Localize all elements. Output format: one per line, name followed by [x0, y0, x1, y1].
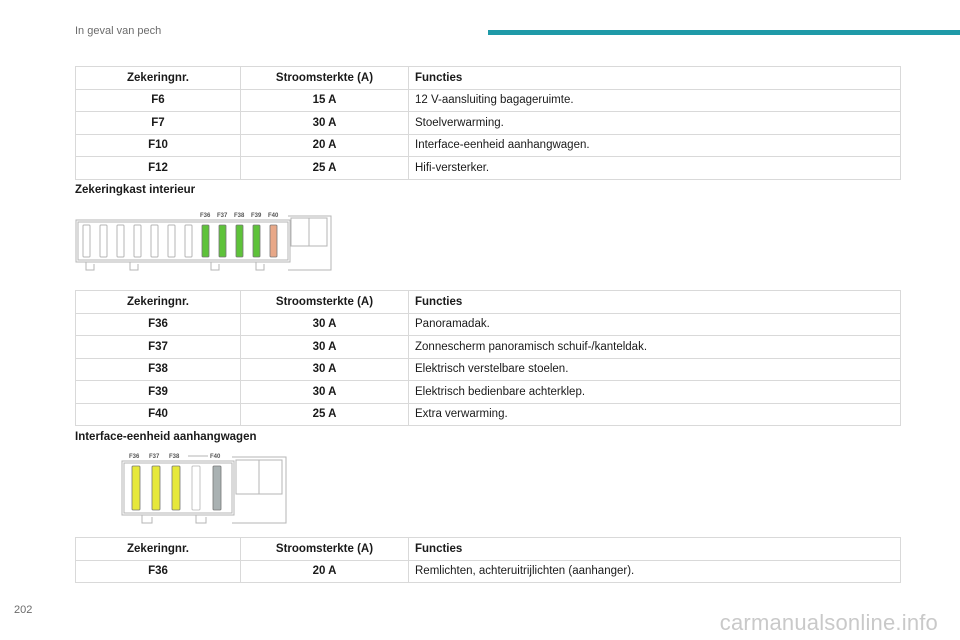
table-row: F7 30 A Stoelverwarming. [75, 111, 901, 135]
fuse-label: F39 [251, 213, 262, 219]
fuse-label: F40 [210, 454, 221, 460]
fuse-label: F38 [169, 454, 180, 460]
fuse-slot-f39 [252, 224, 261, 258]
table-header-row: Zekeringnr. Stroomsterkte (A) Functies [75, 537, 901, 561]
fuse-function: Extra verwarming. [408, 402, 901, 426]
fuse-slot-f38 [235, 224, 244, 258]
column-header-current: Stroomsterkte (A) [240, 290, 409, 314]
fuse-current: 25 A [240, 402, 409, 426]
page-number: 202 [14, 604, 33, 616]
fuse-slot-f40 [212, 465, 222, 511]
fuse-function: Elektrisch verstelbare stoelen. [408, 357, 901, 381]
fuse-table-1: Zekeringnr. Stroomsterkte (A) Functies F… [75, 66, 901, 180]
fuse-current: 15 A [240, 88, 409, 112]
fuse-slot-f40 [269, 224, 278, 258]
table-row: F6 15 A 12 V-aansluiting bagageruimte. [75, 88, 901, 112]
table-row: F40 25 A Extra verwarming. [75, 402, 901, 426]
fuse-slot-f37 [151, 465, 161, 511]
column-header-fuse: Zekeringnr. [75, 537, 241, 561]
fuse-function: 12 V-aansluiting bagageruimte. [408, 88, 901, 112]
table-row: F36 20 A Remlichten, achteruitrijlichten… [75, 559, 901, 583]
fuse-number: F12 [75, 156, 241, 180]
table-row: F38 30 A Elektrisch verstelbare stoelen. [75, 357, 901, 381]
fuse-label: F37 [149, 454, 160, 460]
fuse-current: 20 A [240, 133, 409, 157]
fuse-function: Panoramadak. [408, 312, 901, 336]
watermark-text: carmanualsonline.info [719, 610, 938, 635]
fuse-slot-f38 [171, 465, 181, 511]
fuse-label: F36 [129, 454, 140, 460]
column-header-current: Stroomsterkte (A) [240, 537, 409, 561]
column-header-current: Stroomsterkte (A) [240, 66, 409, 90]
fuse-table-2: Zekeringnr. Stroomsterkte (A) Functies F… [75, 290, 901, 426]
fuse-number: F39 [75, 380, 241, 404]
fuse-table-3: Zekeringnr. Stroomsterkte (A) Functies F… [75, 537, 901, 583]
fuse-label: F37 [217, 213, 228, 219]
column-header-fuse: Zekeringnr. [75, 290, 241, 314]
fuse-number: F10 [75, 133, 241, 157]
table-row: F12 25 A Hifi-versterker. [75, 156, 901, 180]
fuse-label: F40 [268, 213, 279, 219]
table-row: F39 30 A Elektrisch bedienbare achterkle… [75, 380, 901, 404]
fuse-slot-empty [191, 465, 201, 511]
table-header-row: Zekeringnr. Stroomsterkte (A) Functies [75, 290, 901, 314]
fuse-label: F36 [200, 213, 211, 219]
fuse-label: F38 [234, 213, 245, 219]
column-header-functions: Functies [408, 537, 901, 561]
table-row: F10 20 A Interface-eenheid aanhangwagen. [75, 133, 901, 157]
heading-interior-fusebox: Zekeringkast interieur [75, 184, 196, 196]
fuse-current: 20 A [240, 559, 409, 583]
interior-fusebox-diagram: F36 F37 F38 F39 F40 [75, 213, 332, 271]
fuse-current: 30 A [240, 312, 409, 336]
column-header-functions: Functies [408, 290, 901, 314]
fuse-current: 30 A [240, 380, 409, 404]
fuse-slot-f36 [131, 465, 141, 511]
column-header-functions: Functies [408, 66, 901, 90]
fuse-current: 30 A [240, 357, 409, 381]
fuse-number: F37 [75, 335, 241, 359]
fuse-number: F36 [75, 559, 241, 583]
table-header-row: Zekeringnr. Stroomsterkte (A) Functies [75, 66, 901, 90]
heading-trailer-interface: Interface-eenheid aanhangwagen [75, 431, 257, 443]
column-header-fuse: Zekeringnr. [75, 66, 241, 90]
trailer-interface-diagram: F36 F37 F38 F40 [121, 454, 287, 524]
fuse-current: 30 A [240, 335, 409, 359]
fuse-number: F40 [75, 402, 241, 426]
fuse-function: Remlichten, achteruitrijlichten (aanhang… [408, 559, 901, 583]
fuse-function: Stoelverwarming. [408, 111, 901, 135]
fuse-function: Interface-eenheid aanhangwagen. [408, 133, 901, 157]
fuse-number: F6 [75, 88, 241, 112]
section-title: In geval van pech [75, 25, 162, 37]
fuse-current: 25 A [240, 156, 409, 180]
fuse-number: F36 [75, 312, 241, 336]
fuse-function: Hifi-versterker. [408, 156, 901, 180]
fuse-slot-f37 [218, 224, 227, 258]
table-row: F36 30 A Panoramadak. [75, 312, 901, 336]
fuse-slot-f36 [201, 224, 210, 258]
table-row: F37 30 A Zonnescherm panoramisch schuif-… [75, 335, 901, 359]
header-accent-bar [488, 30, 960, 35]
fuse-current: 30 A [240, 111, 409, 135]
fuse-function: Elektrisch bedienbare achterklep. [408, 380, 901, 404]
fuse-number: F38 [75, 357, 241, 381]
fuse-function: Zonnescherm panoramisch schuif-/kantelda… [408, 335, 901, 359]
fuse-number: F7 [75, 111, 241, 135]
